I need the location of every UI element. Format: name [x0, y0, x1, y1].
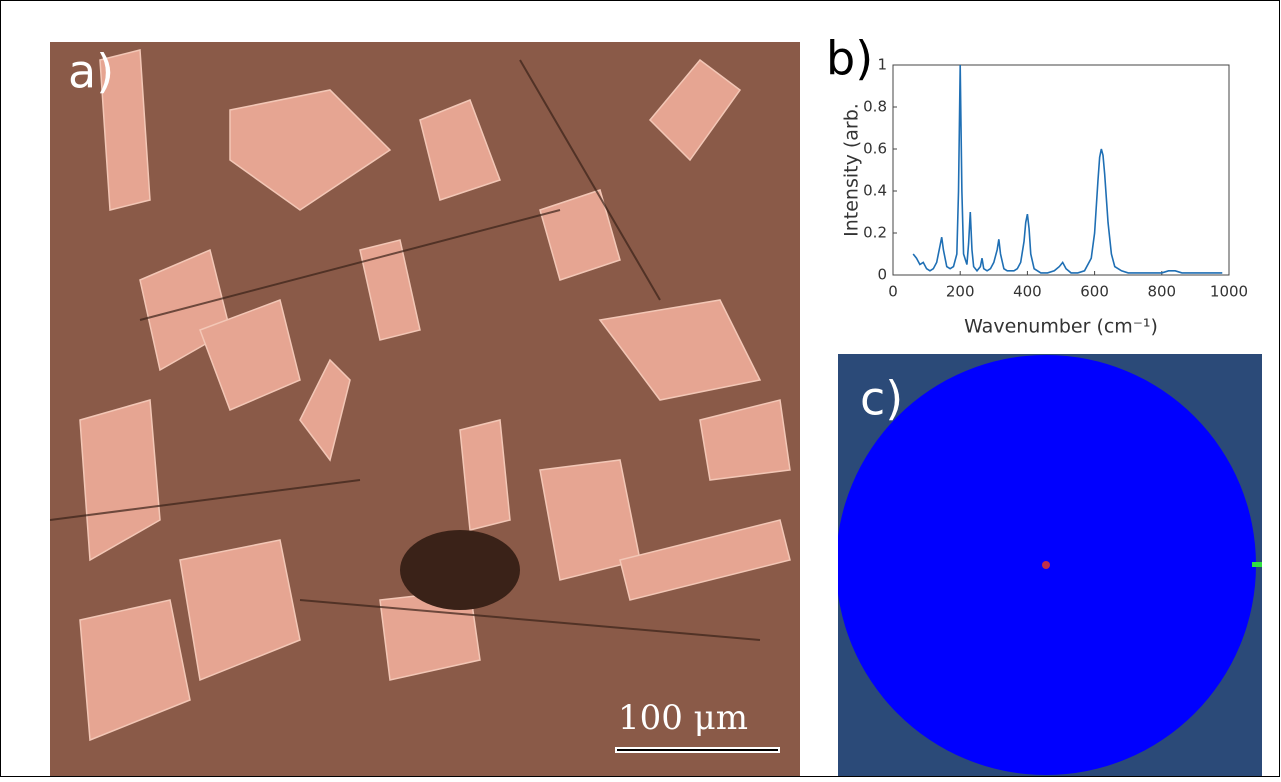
- x-axis-label: Wavenumber (cm⁻¹): [964, 316, 1158, 338]
- y-tick-label: 0.4: [863, 182, 887, 200]
- x-tick-label: 600: [1080, 283, 1109, 301]
- x-tick-label: 800: [1147, 283, 1176, 301]
- plot-area: [893, 65, 1229, 275]
- y-tick-label: 0: [877, 266, 887, 284]
- y-tick-label: 0.6: [863, 140, 887, 158]
- y-tick-label: 0.8: [863, 98, 887, 116]
- x-tick-label: 1000: [1210, 283, 1248, 301]
- micrograph: [50, 42, 800, 776]
- x-tick-label: 0: [888, 283, 898, 301]
- y-tick-label: 0.2: [863, 224, 887, 242]
- panel-label: c): [860, 372, 903, 426]
- y-axis-label: Intensity (arb.: [841, 103, 863, 237]
- y-tick-label: 1: [877, 56, 887, 74]
- scale-bar-label: 100 μm: [618, 698, 748, 738]
- x-tick-label: 400: [1013, 283, 1042, 301]
- x-tick-label: 200: [946, 283, 975, 301]
- panel-label: b): [826, 32, 873, 86]
- figure: 100 μm a) 0 200 400 600 800 1000 0 0.2 0.4 0.6 0.8…: [0, 0, 1281, 778]
- panel-label: a): [68, 45, 114, 99]
